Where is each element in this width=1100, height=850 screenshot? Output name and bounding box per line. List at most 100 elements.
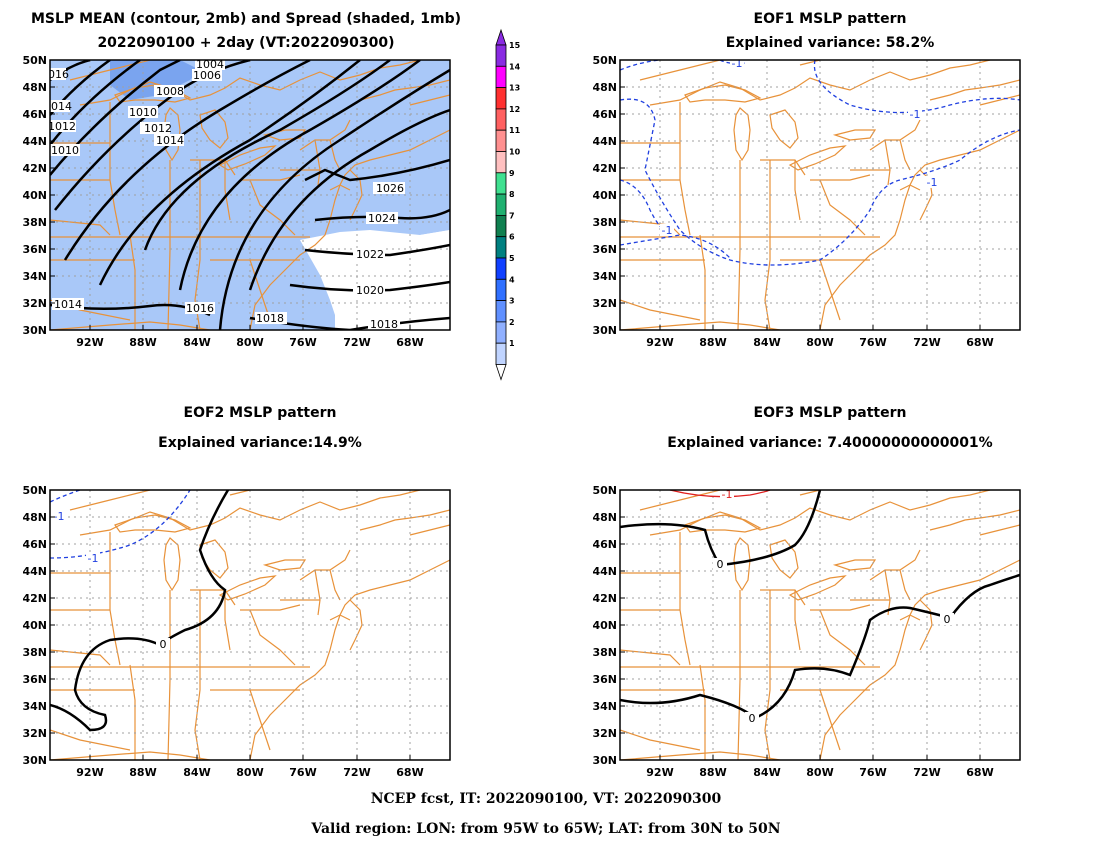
footer-line-1: NCEP fcst, IT: 2022090100, VT: 202209030… [371,791,722,807]
lon-tick-label: 88W [129,766,156,779]
colorbar-label: 2 [509,318,515,327]
lon-tick-label: 72W [913,766,940,779]
lat-tick-label: 38N [22,216,47,229]
eof2-labels: -1 -1 0 [52,510,170,651]
isobar-label: 1004 [196,58,224,71]
isobar-label: 1014 [44,100,72,113]
isobar-label: 1016 [41,68,69,81]
spread-shade-dark [110,60,200,100]
colorbar-swatch [495,151,507,174]
colorbar-swatch [495,257,507,280]
isobar-label: 1016 [186,302,214,315]
lat-tick-label: 36N [22,673,47,686]
lat-tick-label: 50N [22,484,47,497]
lat-tick-label: 30N [592,324,617,337]
footer-line-2: Valid region: LON: from 95W to 65W; LAT:… [310,821,780,837]
eof1-labels: -1 -1 -1 -1 [660,60,939,237]
lat-tick-label: 32N [592,297,617,310]
lat-tick-label: 38N [592,216,617,229]
lat-tick-label: 32N [22,727,47,740]
colorbar-swatch [495,108,507,131]
colorbar-label: 7 [509,211,515,220]
eof1-label: -1 [910,108,921,121]
lat-tick-label: 34N [592,700,617,713]
spread-colorbar: 15 14 13 12 11 10 9 8 7 6 5 4 3 2 1 [495,28,521,381]
colorbar-swatch [495,214,507,238]
lat-tick-label: 40N [22,189,47,202]
isobar-label: 1014 [156,134,184,147]
colorbar-label: 14 [509,62,521,71]
isobar-label: 1014 [54,298,82,311]
colorbar-label: 8 [509,190,515,199]
lon-tick-label: 68W [966,336,993,349]
colorbar-label: 3 [509,297,515,306]
isobar-label: 1012 [48,120,76,133]
isobar-label: 1006 [193,69,221,82]
lon-tick-label: 72W [343,766,370,779]
eof3-label: 0 [944,613,951,626]
lat-tick-label: 34N [22,700,47,713]
eof3-title: EOF3 MSLP pattern [754,405,907,421]
lat-tick-label: 32N [592,727,617,740]
lat-tick-label: 30N [22,754,47,767]
colorbar-swatch [495,300,507,323]
lat-tick-label: 40N [22,619,47,632]
eof2-panel: -1 -1 0 [49,489,451,761]
lon-tick-label: 88W [699,336,726,349]
isobar-label: 1020 [356,284,384,297]
lat-tick-label: 38N [592,646,617,659]
colorbar-label: 15 [509,41,521,50]
lon-tick-label: 80W [236,336,263,349]
lat-tick-label: 48N [22,81,47,94]
lat-tick-label: 36N [22,243,47,256]
eof3-labels: -1 0 0 0 [713,488,954,725]
mean-panel: 1004 1006 1008 1010 1010 1012 1014 1016 … [41,58,451,331]
eof3-panel: -1 0 0 0 [619,488,1021,761]
colorbar-swatch [495,321,507,344]
lat-tick-label: 44N [592,565,617,578]
lat-tick-label: 46N [22,538,47,551]
lat-tick-label: 42N [592,162,617,175]
lat-tick-label: 50N [592,484,617,497]
colorbar-label: 11 [509,126,521,135]
eof3-subtitle: Explained variance: 7.40000000000001% [667,435,992,451]
lon-tick-label: 68W [396,336,423,349]
lat-tick-label: 30N [592,754,617,767]
eof2-label: -1 [54,510,65,523]
lat-tick-label: 44N [592,135,617,148]
isobar-label: 1008 [156,85,184,98]
eof1-label: -1 [927,176,938,189]
colorbar-swatch [495,193,507,216]
isobar-label: 1012 [144,122,172,135]
isobar-label: 1010 [51,144,79,157]
lat-tick-label: 48N [592,81,617,94]
colorbar-bottom-arrow [495,364,507,381]
lon-tick-label: 92W [76,766,103,779]
colorbar-swatch [495,172,507,195]
colorbar-label: 1 [509,339,515,348]
lon-tick-label: 72W [913,336,940,349]
lat-tick-label: 30N [22,324,47,337]
eof1-subtitle: Explained variance: 58.2% [726,35,935,51]
lon-tick-label: 76W [859,766,886,779]
lon-tick-label: 88W [129,336,156,349]
lat-tick-label: 34N [22,270,47,283]
lon-tick-label: 76W [859,336,886,349]
colorbar-swatch [495,87,507,110]
lon-tick-label: 92W [76,336,103,349]
lat-tick-label: 44N [22,565,47,578]
lat-tick-label: 50N [22,54,47,67]
colorbar-swatch [495,65,507,89]
lat-tick-label: 40N [592,619,617,632]
eof3-label: 0 [717,558,724,571]
colorbar-top-arrow [495,28,507,46]
mean-title: MSLP MEAN (contour, 2mb) and Spread (sha… [31,11,461,27]
isobar-label: 1010 [129,106,157,119]
eof3-label: -1 [722,488,733,501]
eof1-panel: -1 -1 -1 -1 [619,59,1021,331]
lat-tick-label: 42N [22,162,47,175]
lat-tick-label: 32N [22,297,47,310]
lon-tick-label: 88W [699,766,726,779]
isobar-label: 1018 [370,318,398,331]
